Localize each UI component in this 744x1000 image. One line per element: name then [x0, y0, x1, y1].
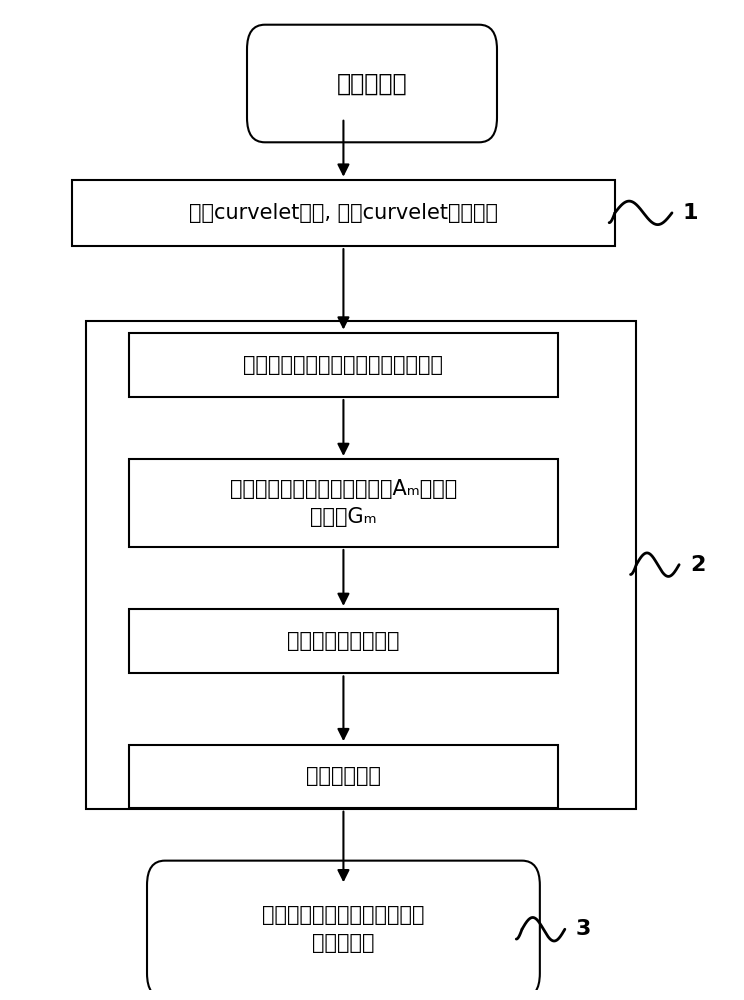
Text: 原始样本集: 原始样本集 — [337, 72, 407, 96]
Text: 1: 1 — [683, 203, 698, 223]
FancyBboxPatch shape — [147, 861, 540, 998]
FancyBboxPatch shape — [247, 25, 497, 142]
Text: 2: 2 — [690, 555, 705, 575]
Bar — [129, 459, 558, 547]
Bar — [129, 333, 558, 397]
Text: 估计各个子带的噪声方差和信号方差: 估计各个子带的噪声方差和信号方差 — [243, 355, 443, 375]
Bar — [129, 609, 558, 673]
Bar — [129, 745, 558, 808]
Text: 3: 3 — [576, 919, 591, 939]
Text: 进行curvelet变换, 得到curvelet变换系数: 进行curvelet变换, 得到curvelet变换系数 — [189, 203, 498, 223]
Text: 计算各个子带上的算术平均值Aₘ和几何
平均值Gₘ: 计算各个子带上的算术平均值Aₘ和几何 平均值Gₘ — [230, 479, 457, 527]
Text: 修正曲波系数: 修正曲波系数 — [306, 766, 381, 786]
Bar — [86, 321, 636, 809]
Text: 对系数进行曲波反变换得到去
噪后的信号: 对系数进行曲波反变换得到去 噪后的信号 — [262, 905, 425, 953]
Bar — [72, 180, 615, 246]
Text: 计算各个子带的阈値: 计算各个子带的阈値 — [287, 631, 400, 651]
